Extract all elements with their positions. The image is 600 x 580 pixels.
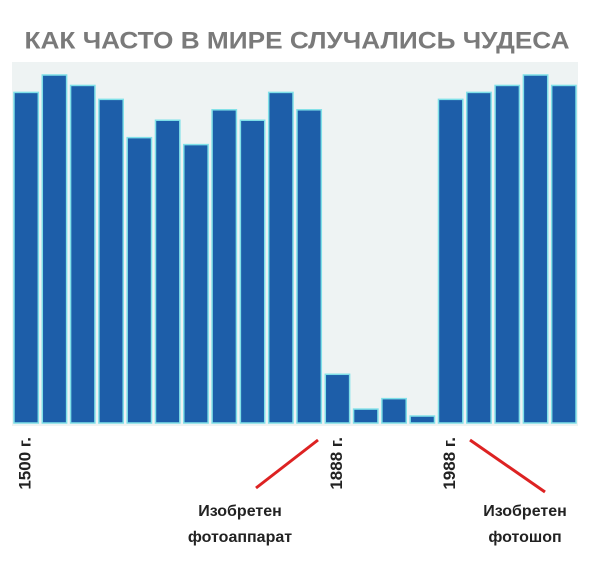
- bar: [13, 91, 40, 424]
- x-tick-label: 1988 г.: [440, 437, 459, 490]
- bar: [466, 91, 492, 424]
- bar: [98, 98, 124, 424]
- bar: [41, 74, 68, 424]
- annotation-text: фотоаппарат: [188, 529, 292, 546]
- bar: [183, 143, 209, 424]
- bar: [550, 84, 577, 424]
- annotation-text: фотошоп: [488, 529, 561, 546]
- bar: [494, 84, 521, 424]
- bar: [352, 408, 379, 424]
- bar: [126, 136, 153, 424]
- bar: [409, 415, 436, 424]
- bar: [211, 109, 238, 424]
- bar: [296, 109, 323, 424]
- bar: [267, 91, 294, 424]
- bar: [522, 74, 549, 424]
- chart-title: КАК ЧАСТО В МИРЕ СЛУЧАЛИСЬ ЧУДЕСА: [25, 27, 570, 54]
- bar: [154, 119, 181, 424]
- bar: [239, 119, 266, 424]
- plot-background: [12, 62, 578, 426]
- bar: [69, 84, 96, 424]
- x-tick-label: 1500 г.: [16, 437, 35, 490]
- bar: [324, 373, 351, 424]
- x-tick-label: 1888 г.: [327, 437, 346, 490]
- annotation-line: [255, 438, 319, 490]
- annotation-text: Изобретен: [198, 503, 282, 520]
- bar: [437, 98, 464, 424]
- annotation-line: [469, 438, 546, 494]
- bar: [381, 397, 407, 424]
- annotation-text: Изобретен: [483, 503, 567, 520]
